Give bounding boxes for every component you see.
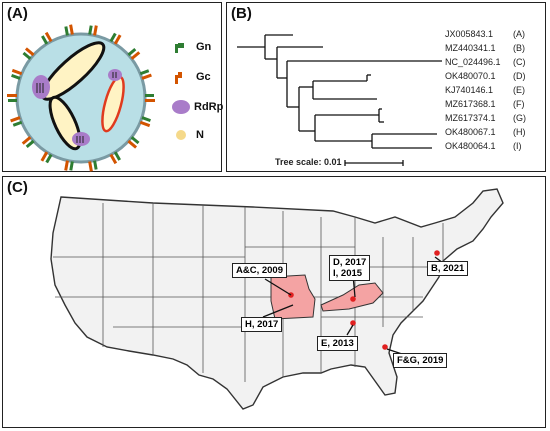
legend-gn-label: Gn [196,41,212,53]
missouri-highlight [270,274,316,320]
glycoprotein-spike [22,47,35,60]
tree-leaf: OK480064.1 (I) [445,141,522,151]
rdrp-polymerase-icon [172,100,190,114]
rdrp-blob-2 [72,132,90,146]
glycoprotein-spike [11,68,23,80]
callout-di-line1: D, 2017 [333,257,367,268]
glycoprotein-spike [7,94,17,102]
virion-envelope [15,32,147,164]
rdrp-blob-1 [32,75,50,99]
site-dot-kentucky [350,296,356,302]
site-dot-tennessee [350,320,356,326]
us-map [50,188,504,410]
panel-c-label: (C) [7,179,28,196]
rdrp-hatch [36,72,117,143]
callout-di: D, 2017 I, 2015 [329,255,371,281]
panel-b-phylogenetic-tree: (B) [226,2,546,172]
panel-c-us-map: (C) [2,176,546,428]
rdrp-blob-3 [108,69,122,81]
tree-leaf: OK480070.1 (D) [445,71,526,81]
virion-diagram [7,24,190,172]
gc-glycoprotein-icon [175,72,182,84]
glycoprotein-spike [40,151,53,164]
glycoprotein-spike [21,136,35,148]
glycoprotein-spike [139,69,152,80]
genome-segment-medium [48,95,82,151]
callout-di-line2: I, 2015 [333,268,363,279]
spike-group [7,24,155,172]
tree-leaf: JX005843.1 (A) [445,29,525,39]
glycoprotein-spike [64,24,74,36]
tree-scale-label: Tree scale: 0.01 [275,157,342,167]
glycoprotein-spike [10,116,23,127]
callout-b: B, 2021 [427,261,469,276]
glycoprotein-spike [145,94,155,102]
tree-leaf: MZ440341.1 (B) [445,43,525,53]
nucleoprotein-icon [176,130,186,140]
glycoprotein-spike [127,48,141,60]
callout-e: E, 2013 [317,336,358,351]
site-dot-newyork [434,250,440,256]
callout-fg: F&G, 2019 [393,353,448,368]
tree-diagram [237,34,442,166]
glycoprotein-spike [88,25,98,36]
tree-leaf: KJ740146.1 (E) [445,85,525,95]
legend-n-label: N [196,129,204,141]
panel-a-virion-schematic: (A) Gn G [2,2,224,172]
tree-leaf: MZ617368.1 (F) [445,99,525,109]
tree-leaf: NC_024496.1 (C) [445,57,526,67]
callout-ac: A&C, 2009 [232,263,287,278]
glycoprotein-spike [127,136,140,149]
glycoprotein-spike [88,160,98,172]
site-dot-georgia [382,344,388,350]
callout-h: H, 2017 [241,317,283,332]
panel-b-label: (B) [231,5,252,22]
glycoprotein-spike [109,32,122,45]
legend-rdrp-label: RdRp [194,101,224,113]
tree-leaf: OK480067.1 (H) [445,127,526,137]
glycoprotein-spike [64,160,74,171]
panel-a-label: (A) [7,5,28,22]
glycoprotein-spike [41,31,53,45]
gn-glycoprotein-icon [175,43,184,53]
glycoprotein-spike [139,116,151,128]
glycoprotein-spike [109,151,121,165]
legend-gc-label: Gc [196,71,211,83]
tree-leaf: MZ617374.1 (G) [445,113,526,123]
